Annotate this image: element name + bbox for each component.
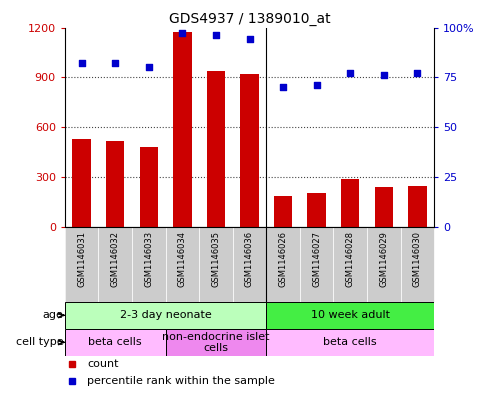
Text: 10 week adult: 10 week adult bbox=[311, 310, 390, 320]
Bar bbox=[199, 227, 233, 302]
Point bbox=[346, 70, 354, 77]
Text: percentile rank within the sample: percentile rank within the sample bbox=[87, 376, 275, 386]
Point bbox=[111, 60, 119, 66]
Text: GSM1146027: GSM1146027 bbox=[312, 231, 321, 287]
Bar bbox=[266, 302, 434, 329]
Point bbox=[313, 82, 321, 88]
Bar bbox=[375, 187, 393, 227]
Text: non-endocrine islet
cells: non-endocrine islet cells bbox=[162, 332, 269, 353]
Text: GSM1146031: GSM1146031 bbox=[77, 231, 86, 287]
Text: GSM1146036: GSM1146036 bbox=[245, 231, 254, 287]
Text: GSM1146035: GSM1146035 bbox=[212, 231, 221, 287]
Bar bbox=[166, 329, 266, 356]
Bar bbox=[266, 329, 434, 356]
Bar bbox=[72, 139, 91, 227]
Point bbox=[145, 64, 153, 71]
Bar bbox=[207, 71, 225, 227]
Bar bbox=[274, 196, 292, 227]
Bar bbox=[166, 227, 199, 302]
Text: beta cells: beta cells bbox=[323, 337, 377, 347]
Bar bbox=[408, 186, 427, 227]
Bar bbox=[300, 227, 333, 302]
Bar bbox=[65, 329, 166, 356]
Bar bbox=[140, 147, 158, 227]
Bar bbox=[240, 74, 258, 227]
Bar bbox=[106, 141, 124, 227]
Text: GSM1146026: GSM1146026 bbox=[278, 231, 287, 287]
Point bbox=[413, 70, 421, 77]
Bar bbox=[307, 193, 326, 227]
Text: GSM1146030: GSM1146030 bbox=[413, 231, 422, 287]
Text: GSM1146028: GSM1146028 bbox=[346, 231, 355, 287]
Bar bbox=[266, 227, 300, 302]
Point bbox=[78, 60, 86, 66]
Text: cell type: cell type bbox=[15, 337, 63, 347]
Text: GSM1146033: GSM1146033 bbox=[144, 231, 153, 287]
Bar bbox=[333, 227, 367, 302]
Text: beta cells: beta cells bbox=[88, 337, 142, 347]
Bar bbox=[98, 227, 132, 302]
Point bbox=[212, 32, 220, 39]
Bar bbox=[367, 227, 401, 302]
Bar bbox=[132, 227, 166, 302]
Text: age: age bbox=[42, 310, 63, 320]
Bar bbox=[341, 179, 359, 227]
Point bbox=[178, 30, 186, 37]
Text: 2-3 day neonate: 2-3 day neonate bbox=[120, 310, 212, 320]
Bar bbox=[173, 33, 192, 227]
Bar bbox=[233, 227, 266, 302]
Text: GSM1146034: GSM1146034 bbox=[178, 231, 187, 287]
Bar bbox=[65, 302, 266, 329]
Point bbox=[279, 84, 287, 90]
Bar bbox=[401, 227, 434, 302]
Text: GSM1146029: GSM1146029 bbox=[379, 231, 388, 286]
Text: count: count bbox=[87, 359, 119, 369]
Text: GSM1146032: GSM1146032 bbox=[111, 231, 120, 287]
Bar bbox=[65, 227, 98, 302]
Title: GDS4937 / 1389010_at: GDS4937 / 1389010_at bbox=[169, 13, 330, 26]
Point bbox=[380, 72, 388, 79]
Point bbox=[246, 36, 253, 42]
